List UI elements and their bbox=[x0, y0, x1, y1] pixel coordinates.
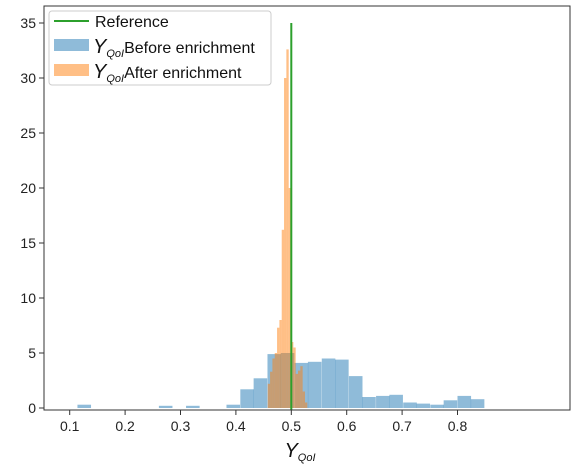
x-tick-label: 0.1 bbox=[60, 418, 80, 434]
y-tick-label: 5 bbox=[28, 345, 36, 361]
before-enrichment-bar bbox=[470, 399, 485, 408]
plot-frame bbox=[43, 5, 571, 411]
after-enrichment-bar bbox=[286, 49, 289, 409]
before-enrichment-bar bbox=[77, 404, 92, 408]
x-axis-subscript: QoI bbox=[298, 452, 316, 464]
legend: Reference YQoIBefore enrichment YQoIAfte… bbox=[48, 10, 272, 86]
x-tick-label: 0.8 bbox=[448, 418, 468, 434]
x-tick-label: 0.6 bbox=[337, 418, 357, 434]
before-enrichment-bar bbox=[416, 403, 431, 408]
after-enrichment-bar bbox=[277, 327, 280, 408]
before-enrichment-bar bbox=[321, 358, 336, 408]
y-tick-label: 0 bbox=[28, 400, 36, 416]
before-enrichment-bar bbox=[457, 395, 472, 408]
after-enrichment-bar bbox=[288, 188, 292, 408]
x-axis-symbol: Y bbox=[284, 440, 299, 462]
legend-before-symbol: Y bbox=[93, 36, 108, 58]
after-enrichment-bar bbox=[279, 320, 282, 408]
x-axis-label: YQoI bbox=[284, 440, 315, 464]
after-enrichment-bar bbox=[281, 229, 285, 408]
legend-after-swatch bbox=[54, 64, 89, 76]
before-enrichment-bar bbox=[186, 405, 200, 408]
before-enrichment-bar bbox=[253, 378, 268, 408]
before-enrichment-bar bbox=[376, 395, 390, 408]
before-enrichment-bar bbox=[430, 404, 444, 408]
after-enrichment-bar bbox=[267, 383, 271, 408]
legend-after-subscript: QoI bbox=[106, 73, 124, 85]
x-tick-label: 0.5 bbox=[282, 418, 302, 434]
legend-before-label: YQoIBefore enrichment bbox=[93, 36, 255, 60]
before-enrichment-bar bbox=[240, 389, 254, 408]
y-tick-label: 35 bbox=[20, 15, 36, 31]
before-enrichment-bar bbox=[362, 397, 376, 408]
legend-after-text: After enrichment bbox=[124, 65, 242, 82]
after-enrichment-bar bbox=[284, 78, 287, 408]
legend-reference-label: Reference bbox=[95, 14, 169, 31]
legend-after-label: YQoIAfter enrichment bbox=[93, 61, 242, 85]
before-enrichment-bar bbox=[348, 376, 363, 408]
after-enrichment-bar bbox=[270, 371, 273, 408]
before-enrichment-bar bbox=[443, 400, 458, 408]
after-enrichment-bar bbox=[298, 370, 301, 408]
x-tick-label: 0.4 bbox=[226, 418, 246, 434]
after-enrichment-bar bbox=[302, 391, 305, 408]
legend-before-subscript: QoI bbox=[106, 48, 124, 60]
legend-box bbox=[48, 10, 272, 86]
y-tick-label: 20 bbox=[20, 180, 36, 196]
after-enrichment-bar bbox=[272, 358, 275, 408]
y-tick-label: 25 bbox=[20, 125, 36, 141]
y-tick-label: 30 bbox=[20, 70, 36, 86]
before-enrichment-bar bbox=[335, 359, 349, 408]
x-tick-label: 0.3 bbox=[171, 418, 191, 434]
before-enrichment-bar bbox=[389, 394, 403, 408]
legend-after-symbol: Y bbox=[93, 61, 108, 83]
after-enrichment-bar bbox=[300, 366, 303, 408]
y-axis-ticks: 0 5 10 15 20 25 30 35 bbox=[20, 15, 44, 416]
y-tick-label: 10 bbox=[20, 290, 36, 306]
after-enrichment-bar bbox=[295, 373, 299, 408]
x-axis-ticks: 0.1 0.2 0.3 0.4 0.5 0.6 0.7 0.8 bbox=[60, 410, 467, 434]
y-tick-label: 15 bbox=[20, 235, 36, 251]
before-enrichment-bar bbox=[158, 405, 173, 408]
before-enrichment-bar bbox=[403, 402, 417, 408]
x-tick-label: 0.7 bbox=[392, 418, 412, 434]
legend-before-text: Before enrichment bbox=[124, 40, 255, 57]
x-tick-label: 0.2 bbox=[115, 418, 135, 434]
legend-before-swatch bbox=[54, 39, 89, 51]
after-enrichment-bar bbox=[293, 347, 296, 408]
before-enrichment-bar bbox=[226, 404, 241, 408]
before-enrichment-bar bbox=[307, 361, 322, 408]
after-enrichment-bar bbox=[304, 402, 308, 408]
after-enrichment-bar bbox=[274, 353, 278, 408]
